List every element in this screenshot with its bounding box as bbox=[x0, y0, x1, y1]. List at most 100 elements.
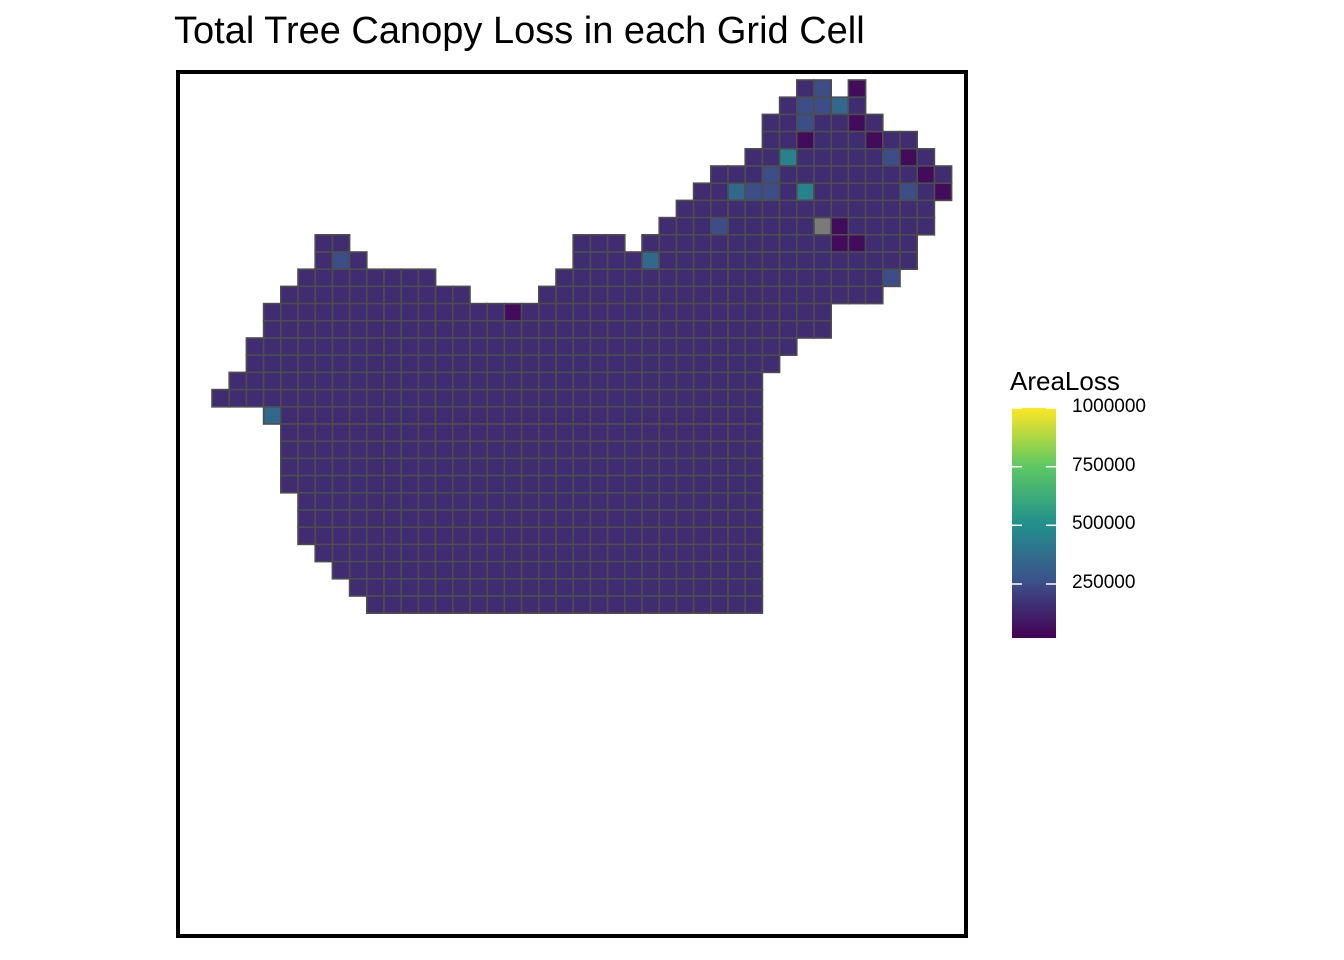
grid-cell bbox=[366, 337, 385, 357]
grid-cell bbox=[675, 371, 695, 391]
grid-cell bbox=[692, 509, 712, 529]
grid-cell bbox=[400, 337, 420, 357]
grid-cell bbox=[727, 474, 747, 494]
grid-cell bbox=[417, 509, 437, 529]
grid-cell bbox=[589, 285, 609, 305]
grid-cell bbox=[847, 79, 867, 99]
grid-cell bbox=[589, 560, 609, 580]
grid-cell bbox=[881, 148, 901, 167]
grid-cell bbox=[881, 216, 901, 236]
grid-cell bbox=[606, 491, 626, 511]
grid-cell bbox=[417, 595, 437, 615]
grid-cell bbox=[727, 285, 747, 305]
grid-cell bbox=[469, 526, 489, 546]
grid-cell bbox=[606, 560, 626, 580]
grid-cell bbox=[555, 285, 575, 305]
grid-cell bbox=[795, 251, 815, 271]
grid-cell bbox=[830, 268, 850, 288]
grid-cell bbox=[400, 543, 420, 563]
grid-cell bbox=[400, 474, 420, 494]
grid-cell bbox=[331, 268, 351, 288]
grid-cell bbox=[847, 113, 867, 133]
grid-cell bbox=[675, 251, 695, 271]
grid-cell bbox=[434, 526, 454, 546]
grid-cell bbox=[606, 388, 626, 408]
grid-cell bbox=[469, 595, 489, 615]
grid-cell bbox=[813, 216, 833, 236]
grid-cell bbox=[658, 543, 678, 563]
grid-cell bbox=[641, 491, 661, 511]
grid-cell bbox=[417, 320, 437, 339]
grid-cell bbox=[537, 526, 557, 546]
grid-cell bbox=[727, 199, 747, 219]
grid-cell bbox=[555, 526, 575, 546]
grid-cell bbox=[572, 371, 592, 391]
grid-cell bbox=[606, 320, 626, 339]
grid-cell bbox=[709, 268, 729, 288]
grid-cell bbox=[572, 474, 592, 494]
grid-cell bbox=[331, 457, 351, 477]
grid-cell bbox=[572, 595, 592, 615]
grid-cell bbox=[727, 371, 747, 391]
grid-cell bbox=[537, 320, 557, 339]
grid-cell bbox=[623, 440, 643, 460]
grid-cell bbox=[555, 560, 575, 580]
grid-cell bbox=[675, 405, 695, 425]
grid-cell bbox=[830, 285, 850, 305]
grid-cell bbox=[795, 165, 815, 185]
grid-cell bbox=[589, 371, 609, 391]
grid-cell bbox=[744, 216, 764, 236]
grid-cell bbox=[709, 405, 729, 425]
grid-cell bbox=[555, 268, 575, 288]
grid-cell bbox=[727, 560, 747, 580]
grid-cell bbox=[813, 79, 833, 99]
grid-cell bbox=[572, 577, 592, 597]
grid-cell bbox=[727, 251, 747, 271]
grid-cell bbox=[469, 320, 489, 339]
grid-cell bbox=[331, 543, 351, 563]
grid-cell bbox=[778, 130, 798, 150]
grid-cell bbox=[486, 423, 506, 443]
grid-cell bbox=[864, 165, 884, 185]
grid-cell bbox=[417, 474, 437, 494]
grid-cell bbox=[744, 165, 764, 185]
grid-cell bbox=[451, 405, 471, 425]
grid-cell bbox=[503, 388, 523, 408]
grid-cell bbox=[520, 491, 540, 511]
legend-gradient bbox=[1012, 408, 1056, 638]
grid-cell bbox=[675, 337, 695, 357]
grid-cell bbox=[245, 337, 265, 357]
grid-cell bbox=[451, 354, 471, 374]
grid-cell bbox=[658, 388, 678, 408]
grid-cell bbox=[537, 371, 557, 391]
grid-cell bbox=[280, 320, 299, 339]
grid-cell bbox=[778, 285, 798, 305]
grid-cell bbox=[641, 268, 661, 288]
grid-cell bbox=[675, 302, 695, 322]
grid-cell bbox=[417, 491, 437, 511]
grid-cell bbox=[348, 354, 368, 374]
grid-cell bbox=[366, 285, 385, 305]
grid-cell bbox=[641, 337, 661, 357]
grid-cell bbox=[692, 595, 712, 615]
grid-cell bbox=[709, 526, 729, 546]
grid-cell bbox=[348, 337, 368, 357]
grid-cell bbox=[469, 577, 489, 597]
grid-cell bbox=[675, 509, 695, 529]
grid-cell bbox=[486, 543, 506, 563]
grid-cell bbox=[916, 148, 936, 167]
grid-cell bbox=[366, 491, 385, 511]
grid-cell bbox=[813, 302, 833, 322]
grid-cell bbox=[641, 543, 661, 563]
grid-cell bbox=[813, 234, 833, 253]
grid-cell bbox=[744, 234, 764, 253]
grid-cell bbox=[262, 388, 282, 408]
grid-cell bbox=[830, 182, 850, 202]
grid-cell bbox=[709, 491, 729, 511]
grid-cell bbox=[314, 543, 334, 563]
grid-cell bbox=[434, 474, 454, 494]
grid-cell bbox=[933, 182, 953, 202]
grid-cell bbox=[589, 388, 609, 408]
grid-cell bbox=[641, 526, 661, 546]
grid-cell bbox=[451, 595, 471, 615]
